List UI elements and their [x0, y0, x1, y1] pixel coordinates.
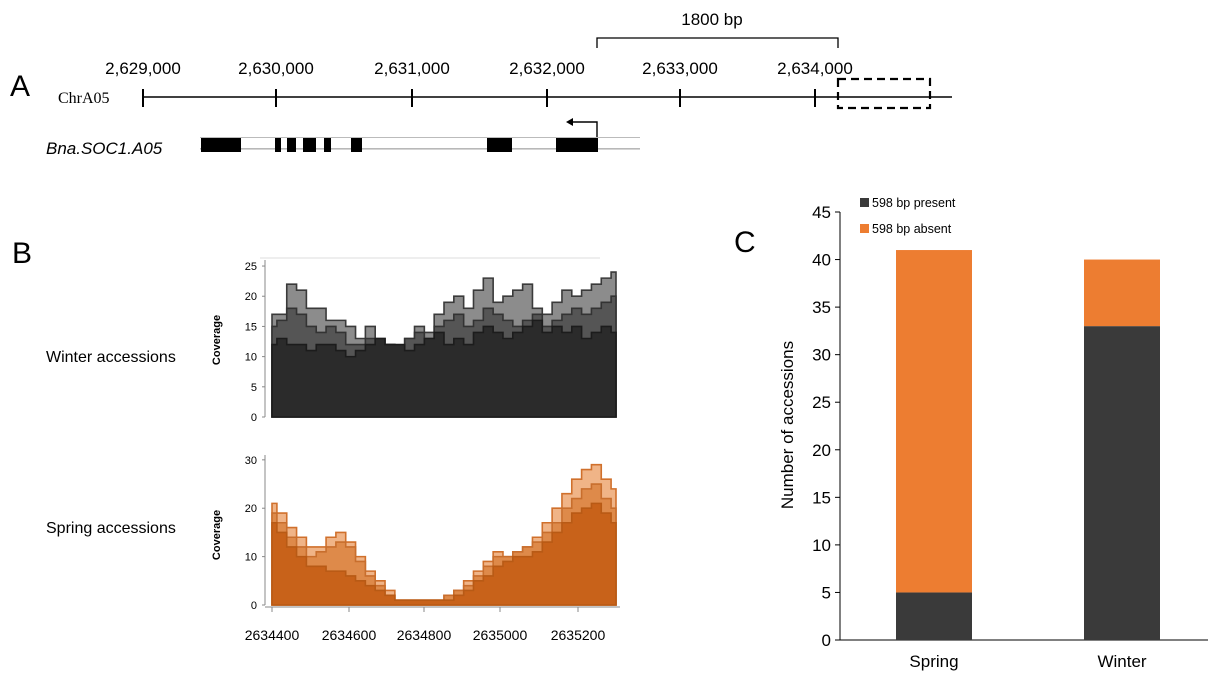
coverage-x-tick-label: 2634600	[322, 627, 377, 643]
bar-segment	[1084, 326, 1160, 640]
bar-category-label: Winter	[1097, 652, 1146, 671]
bar-segment	[896, 592, 972, 640]
legend-label-present: 598 bp present	[872, 196, 956, 210]
coverage-x-tick-label: 2635000	[473, 627, 528, 643]
gene-intron-line	[200, 148, 640, 150]
coverage-x-tick-label: 2635200	[551, 627, 606, 643]
tss-arrow-head	[566, 118, 573, 126]
bar-y-tick-label: 25	[812, 393, 831, 412]
coverage-y-tick-label: 15	[245, 321, 257, 333]
coverage-y-tick-label: 10	[245, 352, 257, 364]
exon	[287, 138, 296, 152]
chromosome-tick-label: 2,632,000	[509, 59, 585, 78]
exon	[487, 138, 512, 152]
bar-y-tick-label: 10	[812, 536, 831, 555]
panel-c: C Number of accessions 0 5 10 15 20 25 30 35 40 4…	[734, 196, 1208, 671]
gene-track-top	[200, 137, 640, 138]
exon	[275, 138, 281, 152]
coverage-x-tick-label: 2634800	[397, 627, 452, 643]
chromosome-tick-label: 2,629,000	[105, 59, 181, 78]
winter-accessions-label: Winter accessions	[46, 349, 176, 366]
bar-segment	[896, 250, 972, 593]
coverage-x-tick-label: 2634400	[245, 627, 300, 643]
panel-c-letter: C	[734, 226, 756, 259]
chromosome-label: ChrA05	[58, 90, 110, 107]
winter-coverage-plot: 0 5 10 15 20 25	[245, 260, 617, 424]
winter-y-axis-label: Coverage	[211, 315, 223, 365]
coverage-x-axis: 2634400 2634600 2634800 2635000 2635200	[245, 606, 620, 643]
bar-legend: 598 bp present 598 bp absent	[860, 196, 956, 236]
coverage-y-tick-label: 0	[251, 600, 257, 612]
coverage-y-tick-label: 5	[251, 382, 257, 394]
spring-y-axis-label: Coverage	[211, 510, 223, 560]
insertion-region-box	[836, 77, 932, 110]
legend-swatch-present	[860, 198, 869, 207]
bar-y-tick-label: 15	[812, 488, 831, 507]
coverage-y-tick-label: 30	[245, 455, 257, 467]
panel-b-letter: B	[12, 237, 32, 270]
scale-bracket	[596, 37, 839, 48]
bar-y-tick-label: 0	[822, 631, 831, 650]
exon	[324, 138, 331, 152]
panel-a: A ChrA05 2,629,000 2,630,000 2,631,000 2,63…	[10, 10, 952, 158]
bar-y-tick-label: 30	[812, 346, 831, 365]
coverage-y-tick-label: 0	[251, 412, 257, 424]
coverage-y-tick-label: 20	[245, 503, 257, 515]
bar-y-tick-label: 35	[812, 298, 831, 317]
chromosome-ticks: 2,629,000 2,630,000 2,631,000 2,632,000 2,63…	[105, 59, 853, 107]
bar-y-axis-label: Number of accessions	[778, 341, 797, 509]
chromosome-tick-label: 2,633,000	[642, 59, 718, 78]
spring-accessions-label: Spring accessions	[46, 520, 176, 537]
exon	[556, 138, 598, 152]
scale-bar-label: 1800 bp	[681, 10, 742, 29]
gene-exons	[201, 138, 598, 152]
coverage-y-tick-label: 25	[245, 261, 257, 273]
coverage-series	[271, 502, 617, 606]
bar-segment	[1084, 259, 1160, 327]
panel-a-letter: A	[10, 70, 30, 103]
bar-y-tick-label: 40	[812, 251, 831, 270]
bar-y-tick-label: 20	[812, 441, 831, 460]
bar-y-tick-label: 5	[822, 583, 831, 602]
chromosome-tick-label: 2,631,000	[374, 59, 450, 78]
legend-label-absent: 598 bp absent	[872, 222, 952, 236]
coverage-series	[271, 319, 617, 418]
panel-b: B Winter accessions Spring accessions 0 5…	[12, 237, 620, 643]
exon	[303, 138, 316, 152]
coverage-y-tick-label: 10	[245, 552, 257, 564]
chromosome-tick-label: 2,630,000	[238, 59, 314, 78]
bar-category-label: Spring	[909, 652, 958, 671]
bar-y-tick-label: 45	[812, 203, 831, 222]
legend-swatch-absent	[860, 224, 869, 233]
chromosome-tick-label: 2,634,000	[777, 59, 853, 78]
spring-coverage-plot: 0 10 20 30	[245, 455, 617, 612]
tss-arrow	[568, 121, 598, 137]
exon	[351, 138, 362, 152]
gene-name: Bna.SOC1.A05	[46, 139, 163, 158]
coverage-y-tick-label: 20	[245, 291, 257, 303]
stacked-bar-chart: 0 5 10 15 20 25 30 35 40 45 Spring Winter	[812, 203, 1208, 671]
exon	[201, 138, 241, 152]
